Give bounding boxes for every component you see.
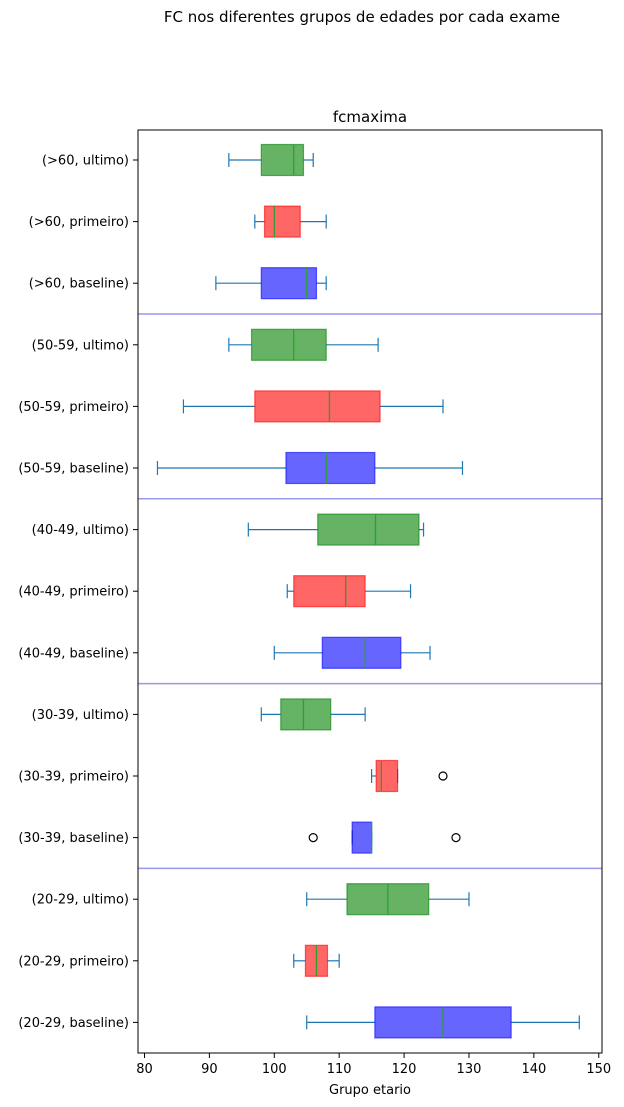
box-baseline	[308, 821, 461, 854]
box-baseline	[273, 636, 431, 669]
box-ultimo	[306, 883, 470, 916]
box-iqr	[263, 205, 301, 238]
x-axis-label: Grupo etario	[329, 1083, 411, 1098]
x-tick-label: 100	[262, 1062, 287, 1077]
box-ultimo	[247, 513, 425, 546]
x-axis: 80 90 100 110 120 130 140 150	[136, 1053, 611, 1077]
y-tick-label: (50-59, ultimo)	[32, 338, 129, 353]
box-iqr	[351, 821, 373, 854]
x-tick-label: 90	[201, 1062, 218, 1077]
outlier-point	[451, 832, 461, 843]
box-primeiro	[371, 759, 448, 793]
outlier-point	[438, 771, 448, 781]
y-tick-label: (30-39, ultimo)	[32, 708, 129, 723]
box-ultimo	[228, 143, 314, 177]
box-baseline	[156, 451, 464, 485]
outlier-point	[308, 832, 318, 843]
box-primeiro	[182, 390, 444, 423]
y-tick-label: (>60, baseline)	[29, 277, 129, 292]
box-iqr	[293, 575, 366, 608]
box-primeiro	[286, 575, 412, 608]
y-tick-label: (40-49, primeiro)	[18, 585, 129, 600]
box-iqr	[260, 143, 305, 177]
y-tick-label: (>60, ultimo)	[42, 154, 129, 169]
plot-area	[138, 143, 602, 1039]
y-tick-label: (20-29, primeiro)	[18, 954, 129, 969]
x-tick-label: 110	[327, 1062, 352, 1077]
y-tick-label: (40-49, baseline)	[18, 646, 129, 661]
x-tick-label: 150	[586, 1062, 611, 1077]
chart-title: fcmaxima	[333, 108, 407, 126]
y-tick-label: (20-29, baseline)	[18, 1016, 129, 1031]
box-baseline	[306, 1006, 580, 1039]
x-tick-label: 140	[521, 1062, 546, 1077]
y-tick-label: (30-39, baseline)	[18, 831, 129, 846]
box-iqr	[250, 328, 327, 361]
box-ultimo	[260, 698, 366, 731]
box-iqr	[260, 267, 318, 300]
y-tick-label: (20-29, ultimo)	[32, 893, 129, 908]
y-tick-label: (50-59, baseline)	[18, 462, 129, 477]
y-tick-label: (40-49, ultimo)	[32, 523, 129, 538]
box-iqr	[375, 759, 399, 793]
y-tick-label: (50-59, primeiro)	[18, 400, 129, 415]
box-primeiro	[293, 944, 340, 977]
box-ultimo	[228, 328, 379, 361]
chart-suptitle: FC nos diferentes grupos de edades por c…	[164, 8, 560, 26]
y-tick-label: (30-39, primeiro)	[18, 770, 129, 785]
y-axis: (>60, ultimo) (>60, primeiro) (>60, baseli…	[18, 154, 138, 1031]
box-primeiro	[254, 205, 327, 238]
box-iqr	[317, 513, 420, 546]
x-tick-label: 120	[392, 1062, 417, 1077]
x-tick-label: 80	[136, 1062, 153, 1077]
box-iqr	[254, 390, 381, 423]
box-iqr	[321, 636, 402, 669]
box-iqr	[280, 698, 332, 731]
box-iqr	[285, 451, 376, 485]
x-tick-label: 130	[457, 1062, 482, 1077]
box-baseline	[215, 267, 327, 300]
y-tick-label: (>60, primeiro)	[29, 215, 129, 230]
